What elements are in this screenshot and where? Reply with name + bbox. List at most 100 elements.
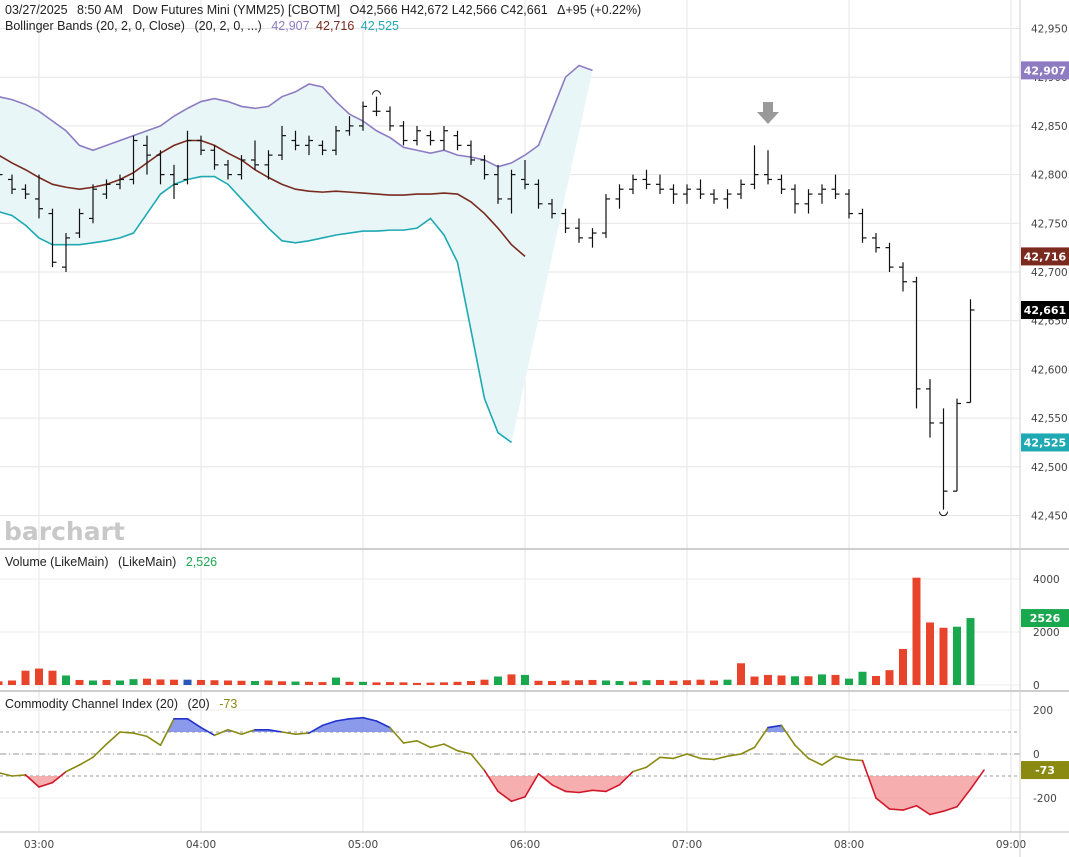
ohlc-bar <box>791 184 799 214</box>
volume-bar <box>534 680 543 685</box>
volume-bar <box>75 679 84 685</box>
cci-line-segment <box>119 731 135 734</box>
ohlc-bar <box>629 174 637 195</box>
bollinger-band-area <box>0 64 593 444</box>
ohlc-bar <box>831 174 840 199</box>
ohlc-bar <box>75 208 84 238</box>
cci-line-segment <box>267 728 283 733</box>
ohlc-bar <box>683 184 691 204</box>
session-high-marker <box>372 90 381 95</box>
last-price-tag-text: 42,661 <box>1024 304 1066 317</box>
cci-line-segment <box>578 789 594 794</box>
cci-line-segment <box>416 739 432 749</box>
volume-bar <box>440 682 448 685</box>
ohlc-bar <box>143 135 151 175</box>
ohlc-bar <box>953 398 961 492</box>
volume-bar <box>224 680 232 685</box>
lower-band-tag-box <box>1021 433 1069 452</box>
volume-bar <box>143 678 151 685</box>
cci-line-segment <box>902 804 918 811</box>
volume-bar <box>453 681 462 685</box>
cci-line-segment <box>456 749 472 755</box>
ohlc-bar <box>386 106 394 131</box>
cci-line-segment <box>699 757 715 761</box>
cci-line-segment <box>11 774 27 777</box>
ohlc-bar <box>561 208 570 234</box>
cci-line-segment <box>875 797 891 810</box>
ohlc-bar <box>8 174 16 195</box>
volume-bar <box>426 682 435 685</box>
volume-bar <box>683 680 691 685</box>
volume-bar <box>237 680 246 685</box>
cci-line-segment <box>227 728 243 736</box>
ohlc-bar <box>453 130 462 151</box>
volume-bar <box>710 680 718 685</box>
ohlc-bar <box>467 140 475 165</box>
volume-bar <box>777 675 786 685</box>
volume-bars <box>0 577 975 685</box>
ohlc-bar <box>251 140 259 170</box>
bollinger-legend[interactable]: Bollinger Bands (20, 2, 0, Close) (20, 2… <box>5 19 405 33</box>
ohlc-bar <box>480 155 489 180</box>
session-low-marker <box>939 511 948 517</box>
volume-bar <box>656 679 664 685</box>
volume-bar <box>845 678 853 685</box>
cci-value-tag: -73 <box>1021 761 1069 780</box>
ohlc-bar <box>899 262 907 292</box>
volume-bar <box>791 676 799 685</box>
volume-bar <box>359 681 367 685</box>
down-arrow-icon <box>757 102 779 124</box>
cci-line-segment <box>942 805 958 813</box>
cci-line-segment <box>483 769 499 793</box>
volume-bar <box>62 675 70 685</box>
price-tick-label: 42,700 <box>1031 267 1068 279</box>
ohlc-bar <box>534 179 543 209</box>
ohlc-bar <box>264 150 273 180</box>
volume-bar <box>413 682 421 685</box>
cci-line-segment <box>780 724 796 747</box>
cci-line-segment <box>146 735 162 747</box>
volume-bar <box>750 676 759 685</box>
cci-tick-label: 0 <box>1033 749 1040 761</box>
cci-line-segment <box>362 716 378 722</box>
lower-band-tag: 42,525 <box>1021 433 1069 452</box>
cci-value: -73 <box>219 697 238 711</box>
ohlc-bar <box>21 184 30 199</box>
cci-line-segment <box>294 732 310 736</box>
legend-date: 03/27/2025 <box>5 3 68 17</box>
ohlc-bar <box>602 194 610 238</box>
cci-plot <box>0 716 985 816</box>
ohlc-bar <box>48 208 57 268</box>
volume-bar <box>885 670 894 685</box>
upper-band-tag: 42,907 <box>1021 61 1069 80</box>
cci-legend[interactable]: Commodity Channel Index (20) (20) -73 <box>5 697 243 711</box>
legend-symbol[interactable]: Dow Futures Mini (YMM25) [CBOTM] <box>132 3 341 17</box>
volume-bar <box>278 681 286 685</box>
cci-line-segment <box>524 772 540 798</box>
ohlc-bar <box>750 145 759 190</box>
cci-line-segment <box>591 789 607 793</box>
cci-tick-label: 200 <box>1033 705 1053 717</box>
volume-bar <box>818 674 826 685</box>
ohlc-bar <box>804 189 813 214</box>
cci-line-segment <box>132 732 148 738</box>
cci-line-segment <box>470 753 486 772</box>
volume-bar <box>831 674 840 685</box>
cci-line-segment <box>969 769 985 791</box>
volume-bar <box>48 670 57 685</box>
cci-line-segment <box>686 753 702 760</box>
ohlc-bar <box>224 159 232 180</box>
volume-legend[interactable]: Volume (LikeMain) (LikeMain) 2,526 <box>5 555 223 569</box>
volume-bar <box>264 680 273 685</box>
price-tags[interactable]: 42,907 42,716 42,661 42,525 2526 -73 <box>1021 61 1069 780</box>
volume-tick-label: 2000 <box>1033 627 1060 639</box>
bb-params: (20, 2, 0, ...) <box>194 19 262 33</box>
volume-bar <box>912 577 921 685</box>
ohlc-bar <box>156 150 165 185</box>
cci-line-segment <box>389 726 405 744</box>
cci-line-segment <box>429 743 445 749</box>
ohlc-bar <box>858 208 867 243</box>
volume-bar <box>561 680 570 685</box>
legend-time: 8:50 AM <box>77 3 123 17</box>
